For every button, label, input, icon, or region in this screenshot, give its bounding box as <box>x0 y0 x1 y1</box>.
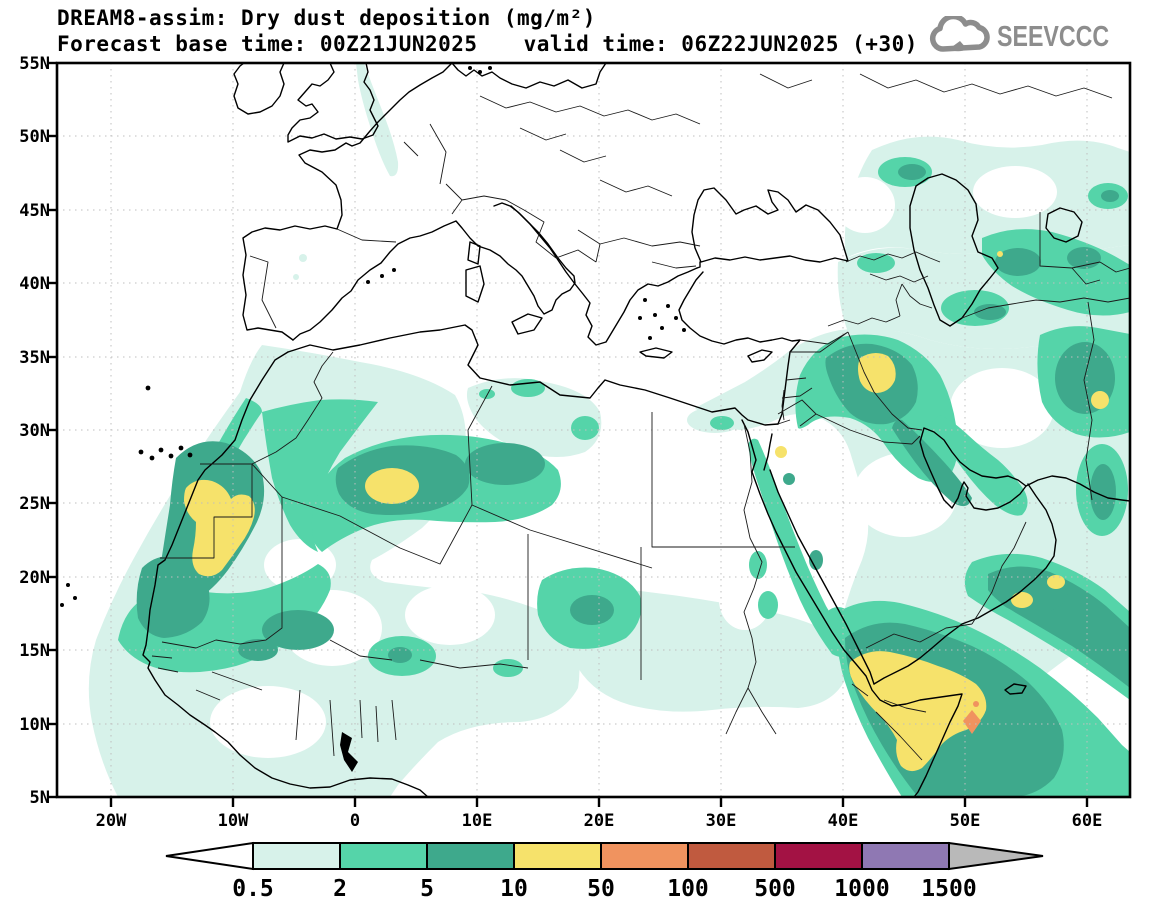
x-tick-50e: 50E <box>950 811 981 831</box>
legend-cell-1000-1500 <box>861 842 950 870</box>
y-tick-50n: 50N <box>19 127 50 147</box>
legend-label-0.5: 0.5 <box>232 876 274 902</box>
y-tick-40n: 40N <box>19 274 50 294</box>
x-tick-40e: 40E <box>828 811 859 831</box>
legend-label-10: 10 <box>500 876 528 902</box>
x-tick-10e: 10E <box>462 811 493 831</box>
country-borders <box>151 73 1130 761</box>
axis-ticks <box>47 61 1089 807</box>
y-tick-15n: 15N <box>19 641 50 661</box>
title-block: DREAM8-assim: Dry dust deposition (mg/m²… <box>57 5 918 57</box>
y-axis-labels: 55N 50N 45N 40N 35N 30N 25N 20N 15N 10N … <box>19 54 50 808</box>
legend-cell-500-1000 <box>774 842 863 870</box>
x-tick-60e: 60E <box>1072 811 1103 831</box>
valid-time: valid time: 06Z22JUN2025 (+30) <box>523 32 918 56</box>
legend-label-500: 500 <box>754 876 796 902</box>
legend-cell-10-50 <box>513 842 602 870</box>
legend-cell-50-100 <box>600 842 689 870</box>
legend-cell-0.5-2 <box>252 842 341 870</box>
x-tick-0: 0 <box>350 811 360 831</box>
legend-label-2: 2 <box>333 876 347 902</box>
legend-label-100: 100 <box>667 876 709 902</box>
legend-label-1000: 1000 <box>834 876 889 902</box>
legend-cell-5-10 <box>426 842 515 870</box>
legend-cell-100-500 <box>687 842 776 870</box>
y-tick-5n: 5N <box>30 788 50 808</box>
x-tick-30e: 30E <box>706 811 737 831</box>
y-tick-35n: 35N <box>19 348 50 368</box>
contour-fill-layer <box>88 63 1130 797</box>
y-tick-20n: 20N <box>19 568 50 588</box>
x-tick-20w: 20W <box>96 811 127 831</box>
cloud-icon <box>929 16 990 52</box>
seevccc-logo: SEEVCCC <box>928 16 1137 58</box>
page-title: DREAM8-assim: Dry dust deposition (mg/m²… <box>57 6 596 30</box>
legend-label-50: 50 <box>587 876 615 902</box>
legend-overflow-arrow <box>948 841 1044 871</box>
legend-label-5: 5 <box>420 876 434 902</box>
logo-text: SEEVCCC <box>996 20 1109 53</box>
colorbar: 0.5 2 5 10 50 100 500 1000 1500 <box>165 841 1044 902</box>
legend-cell-2-5 <box>339 842 428 870</box>
x-tick-20e: 20E <box>584 811 615 831</box>
gridlines <box>57 63 1130 797</box>
y-tick-55n: 55N <box>19 54 50 74</box>
legend-underflow-arrow <box>165 841 254 871</box>
x-tick-10w: 10W <box>218 811 249 831</box>
y-tick-30n: 30N <box>19 421 50 441</box>
forecast-base-time: Forecast base time: 00Z21JUN2025 <box>57 32 478 56</box>
forecast-time-line: Forecast base time: 00Z21JUN2025 valid ti… <box>57 31 918 57</box>
y-tick-25n: 25N <box>19 494 50 514</box>
y-tick-10n: 10N <box>19 715 50 735</box>
legend-label-1500: 1500 <box>921 876 976 902</box>
y-tick-45n: 45N <box>19 201 50 221</box>
coastlines <box>60 63 1130 797</box>
x-axis-labels: 20W 10W 0 10E 20E 30E 40E 50E 60E <box>96 811 1103 831</box>
